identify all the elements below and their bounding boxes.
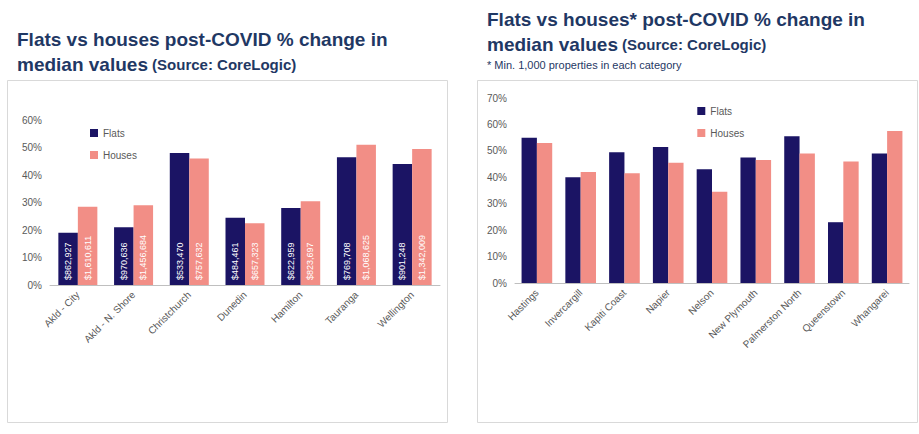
svg-text:$533,470: $533,470 [175,242,185,280]
svg-text:60%: 60% [22,115,42,126]
svg-text:Palmerston North: Palmerston North [741,287,804,350]
svg-text:Flats: Flats [710,106,732,117]
svg-text:Whangarei: Whangarei [849,287,891,329]
svg-text:median values: median values [487,34,618,55]
svg-text:Hastings: Hastings [506,287,541,322]
svg-text:Flats vs houses post-COVID % c: Flats vs houses post-COVID % change in [17,29,388,50]
svg-text:$1,068,625: $1,068,625 [361,235,371,280]
svg-text:$757,632: $757,632 [194,242,204,280]
svg-text:$901,248: $901,248 [397,242,407,280]
svg-text:Akld - City: Akld - City [42,289,82,329]
svg-text:$1,610,611: $1,610,611 [83,236,93,280]
svg-text:$862,927: $862,927 [63,242,73,280]
svg-text:$823,697: $823,697 [305,242,315,280]
svg-text:50%: 50% [487,145,507,156]
svg-text:0%: 0% [493,278,508,289]
svg-text:Dunedin: Dunedin [215,289,249,323]
svg-text:10%: 10% [487,251,507,262]
svg-text:$970,636: $970,636 [119,242,129,280]
svg-text:Houses: Houses [103,150,137,161]
svg-text:$657,323: $657,323 [250,242,260,280]
svg-text:70%: 70% [487,93,507,104]
svg-text:40%: 40% [22,170,42,181]
svg-text:$769,708: $769,708 [342,242,352,280]
svg-text:New Plymouth: New Plymouth [706,287,760,341]
svg-text:$1,342,009: $1,342,009 [417,235,427,280]
svg-text:Hamilton: Hamilton [269,289,305,325]
svg-text:0%: 0% [28,280,43,291]
svg-text:Napier: Napier [644,287,673,316]
svg-text:(Source: CoreLogic): (Source: CoreLogic) [148,56,296,73]
svg-text:40%: 40% [487,172,507,183]
svg-text:50%: 50% [22,142,42,153]
svg-text:30%: 30% [487,198,507,209]
svg-text:Houses: Houses [710,128,744,139]
svg-text:$622,959: $622,959 [286,242,296,280]
svg-text:Akld - N. Shore: Akld - N. Shore [82,289,138,345]
svg-text:30%: 30% [22,197,42,208]
svg-text:Queenstown: Queenstown [800,287,847,334]
svg-text:Flats: Flats [103,128,125,139]
svg-text:60%: 60% [487,119,507,130]
svg-text:20%: 20% [487,225,507,236]
svg-text:$1,456,684: $1,456,684 [138,235,148,280]
svg-text:20%: 20% [22,225,42,236]
svg-text:median values: median values [17,54,148,75]
svg-text:10%: 10% [22,252,42,263]
svg-text:Kapiti Coast: Kapiti Coast [582,287,628,333]
svg-text:$484,461: $484,461 [230,242,240,280]
svg-text:Wellington: Wellington [375,289,416,330]
svg-text:Flats vs houses* post-COVID %: Flats vs houses* post-COVID % change in [487,9,865,30]
svg-text:Invercargill: Invercargill [543,287,585,329]
svg-text:Christchurch: Christchurch [146,289,193,336]
svg-text:* Min. 1,000 properties in eac: * Min. 1,000 properties in each category [487,59,682,71]
svg-text:(Source: CoreLogic): (Source: CoreLogic) [618,36,766,53]
svg-text:Nelson: Nelson [686,287,716,317]
svg-text:Tauranga: Tauranga [323,289,361,327]
